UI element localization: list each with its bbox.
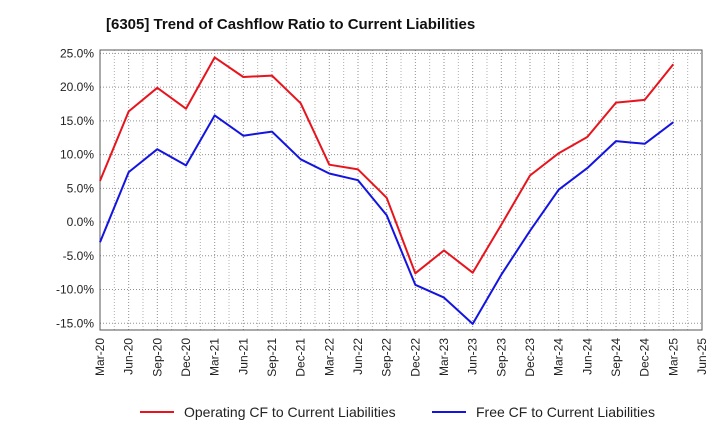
- x-tick-label: Mar-24: [552, 338, 566, 376]
- x-tick-label: Sep-23: [494, 338, 508, 377]
- x-tick-label: Mar-25: [666, 338, 680, 376]
- y-tick-label: -5.0%: [63, 249, 95, 263]
- x-tick-label: Mar-23: [437, 338, 451, 376]
- plot-area: [100, 50, 702, 330]
- legend-item-operating-cf: Operating CF to Current Liabilities: [140, 404, 396, 420]
- x-tick-label: Jun-24: [580, 338, 594, 375]
- plot-border: [99, 49, 703, 331]
- legend-swatch-operating-cf: [140, 411, 174, 413]
- chart-legend: Operating CF to Current Liabilities Free…: [0, 404, 720, 426]
- y-tick-label: 20.0%: [60, 80, 94, 94]
- x-tick-label: Jun-25: [695, 338, 709, 375]
- legend-label-operating-cf: Operating CF to Current Liabilities: [184, 404, 396, 420]
- x-tick-label: Jun-23: [466, 338, 480, 375]
- x-tick-label: Jun-20: [122, 338, 136, 375]
- legend-label-free-cf: Free CF to Current Liabilities: [476, 404, 655, 420]
- series-line-free-cf: [99, 114, 674, 325]
- x-tick-label: Jun-21: [236, 338, 250, 375]
- x-tick-label: Dec-22: [408, 338, 422, 377]
- x-tick-label: Sep-20: [150, 338, 164, 377]
- x-tick-label: Mar-21: [208, 338, 222, 376]
- x-tick-label: Sep-22: [380, 338, 394, 377]
- legend-swatch-free-cf: [432, 411, 466, 413]
- x-tick-label: Sep-24: [609, 338, 623, 377]
- x-tick-label: Mar-22: [322, 338, 336, 376]
- x-tick-label: Jun-22: [351, 338, 365, 375]
- y-tick-label: -15.0%: [56, 316, 94, 330]
- y-tick-label: 25.0%: [60, 46, 94, 60]
- y-tick-label: 15.0%: [60, 114, 94, 128]
- x-tick-label: Dec-23: [523, 338, 537, 377]
- y-tick-label: -10.0%: [56, 283, 94, 297]
- x-tick-label: Dec-24: [638, 338, 652, 377]
- x-tick-label: Sep-21: [265, 338, 279, 377]
- y-tick-label: 5.0%: [67, 181, 95, 195]
- x-tick-label: Dec-21: [294, 338, 308, 377]
- series-line-operating-cf: [99, 56, 675, 275]
- y-tick-label: 10.0%: [60, 148, 94, 162]
- y-tick-label: 0.0%: [67, 215, 95, 229]
- legend-item-free-cf: Free CF to Current Liabilities: [432, 404, 655, 420]
- x-tick-label: Dec-20: [179, 338, 193, 377]
- chart-title: [6305] Trend of Cashflow Ratio to Curren…: [106, 16, 476, 33]
- x-tick-label: Mar-20: [93, 338, 107, 376]
